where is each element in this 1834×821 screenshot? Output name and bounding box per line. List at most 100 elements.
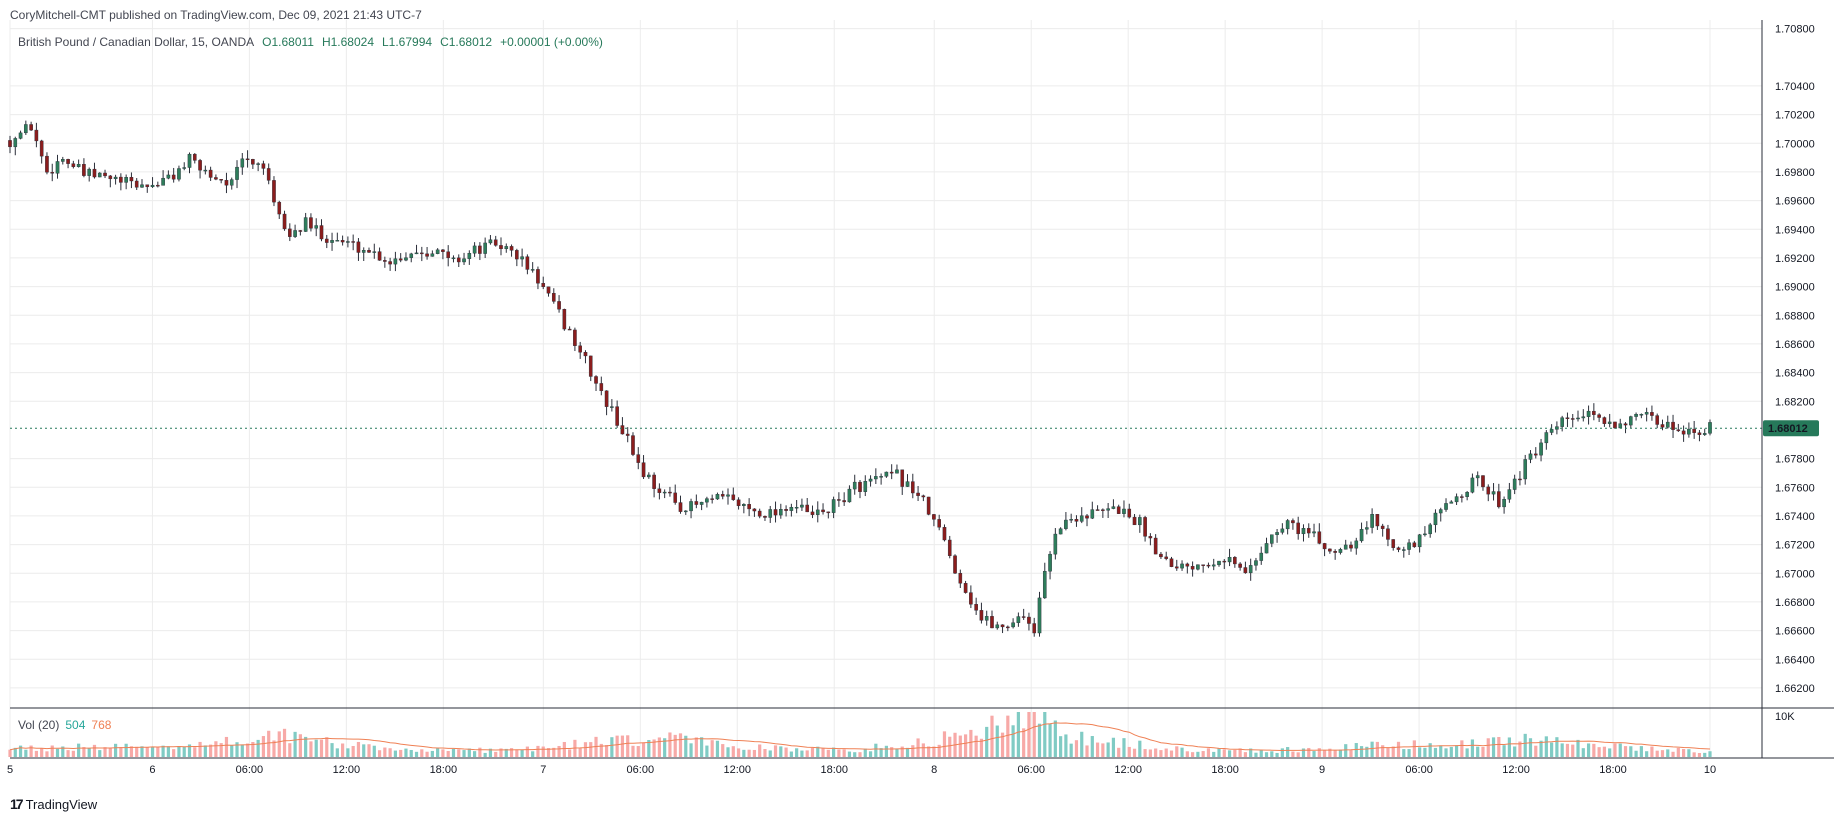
volume-bar bbox=[193, 747, 197, 757]
candle-body bbox=[240, 158, 245, 168]
candle-body bbox=[673, 492, 678, 503]
candle-body bbox=[1296, 522, 1300, 535]
volume-bar bbox=[182, 746, 186, 757]
candle-body bbox=[1354, 540, 1359, 549]
candle-body bbox=[657, 488, 662, 493]
volume-bar bbox=[282, 728, 287, 757]
volume-bar bbox=[251, 742, 255, 757]
candle-body bbox=[1634, 414, 1638, 417]
candle-body bbox=[1333, 551, 1337, 553]
candle-body bbox=[1306, 528, 1311, 534]
candle-body bbox=[298, 230, 303, 232]
candle-body bbox=[995, 624, 1000, 629]
volume-bar bbox=[942, 731, 947, 757]
volume-bar bbox=[1608, 748, 1612, 757]
candle-body bbox=[562, 309, 567, 330]
time-tick-label: 8 bbox=[931, 764, 937, 776]
candle-body bbox=[868, 478, 873, 482]
volume-bar bbox=[1101, 743, 1105, 757]
volume-bar bbox=[1708, 751, 1712, 757]
volume-bar bbox=[98, 750, 102, 757]
candle-body bbox=[214, 177, 218, 180]
candle-body bbox=[1027, 616, 1031, 624]
volume-bar bbox=[715, 740, 720, 757]
volume-bar bbox=[1481, 746, 1485, 757]
candle-body bbox=[319, 225, 324, 240]
volume-bar bbox=[150, 746, 155, 757]
volume-bar bbox=[277, 731, 281, 757]
volume-bar bbox=[1396, 741, 1401, 757]
volume-bar bbox=[1122, 738, 1126, 757]
volume-bar bbox=[626, 735, 630, 757]
volume-bar bbox=[1491, 737, 1496, 757]
open-value: O1.68011 bbox=[262, 35, 314, 49]
candle-body bbox=[953, 555, 957, 574]
candle-body bbox=[71, 163, 76, 167]
volume-bar bbox=[1412, 740, 1416, 757]
volume-bar bbox=[483, 752, 487, 757]
candle-body bbox=[1196, 564, 1200, 570]
candle-body bbox=[815, 509, 820, 515]
candle-body bbox=[1006, 626, 1010, 629]
volume-bar bbox=[784, 747, 788, 757]
volume-bar bbox=[821, 747, 825, 757]
volume-bar bbox=[905, 747, 910, 757]
volume-bar bbox=[1592, 743, 1596, 757]
volume-bar bbox=[705, 745, 709, 757]
candle-body bbox=[1412, 542, 1417, 548]
candle-body bbox=[1386, 528, 1390, 540]
volume-bar bbox=[995, 725, 999, 757]
symbol-name: British Pound / Canadian Dollar, 15, OAN… bbox=[18, 35, 255, 49]
candle-body bbox=[720, 494, 725, 497]
volume-bar bbox=[1243, 752, 1248, 757]
candle-body bbox=[145, 184, 150, 188]
candle-body bbox=[1312, 531, 1316, 534]
volume-bar bbox=[520, 749, 524, 757]
candle-body bbox=[1613, 421, 1617, 429]
volume-bar bbox=[541, 746, 545, 757]
volume-bar bbox=[129, 746, 134, 757]
candle-body bbox=[1576, 417, 1580, 420]
candle-body bbox=[1032, 623, 1037, 634]
tradingview-logo[interactable]: 17 TradingView bbox=[10, 796, 97, 812]
candle-body bbox=[119, 176, 123, 183]
candle-body bbox=[1174, 566, 1179, 569]
volume-bar bbox=[779, 746, 783, 757]
volume-bar bbox=[224, 736, 229, 757]
volume-bar bbox=[420, 749, 424, 757]
time-tick-label: 5 bbox=[7, 764, 13, 776]
volume-bar bbox=[1613, 743, 1617, 757]
price-tick-label: 1.67800 bbox=[1775, 454, 1815, 466]
volume-bar bbox=[1154, 748, 1158, 757]
candle-body bbox=[705, 498, 709, 503]
volume-bar bbox=[77, 743, 81, 757]
candle-body bbox=[303, 217, 308, 232]
candle-body bbox=[82, 164, 86, 176]
volume-bar bbox=[816, 746, 820, 757]
volume-bar bbox=[1365, 746, 1369, 757]
volume-bar bbox=[441, 749, 445, 757]
volume-series bbox=[8, 712, 1712, 757]
candle-body bbox=[1475, 475, 1480, 479]
candle-body bbox=[1148, 536, 1153, 539]
volume-bar bbox=[948, 736, 952, 757]
candle-body bbox=[103, 172, 107, 177]
volume-bar bbox=[61, 746, 65, 757]
volume-bar bbox=[1333, 750, 1337, 757]
candle-body bbox=[678, 502, 683, 512]
candle-body bbox=[879, 476, 883, 478]
volume-bar bbox=[1386, 747, 1390, 757]
volume-bar bbox=[488, 748, 493, 757]
candle-body bbox=[831, 499, 836, 513]
candle-body bbox=[388, 261, 392, 265]
volume-axis-label: 10K bbox=[1775, 711, 1795, 723]
candle-body bbox=[509, 246, 514, 251]
candle-body bbox=[372, 251, 377, 253]
volume-bar bbox=[82, 747, 86, 757]
volume-bar bbox=[214, 741, 218, 757]
volume-bar bbox=[1238, 748, 1242, 757]
volume-bar bbox=[34, 750, 38, 757]
time-tick-label: 12:00 bbox=[1114, 764, 1142, 776]
volume-bar bbox=[1476, 746, 1480, 757]
